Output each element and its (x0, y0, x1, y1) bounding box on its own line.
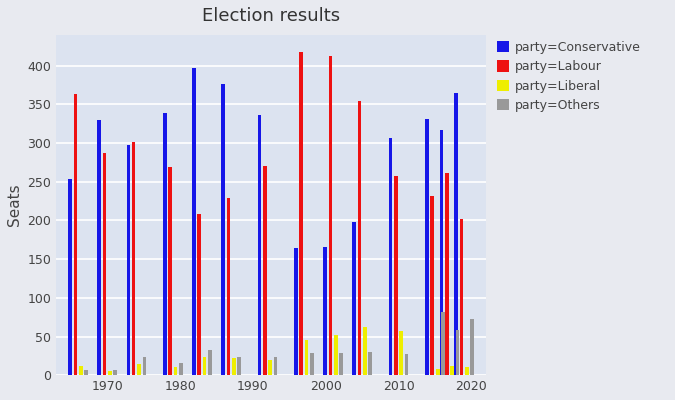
Bar (258, 115, 261, 375)
Bar (470, 320, 474, 375)
Bar (454, 93, 458, 375)
Bar (221, 84, 225, 375)
Bar (329, 56, 332, 375)
Y-axis label: Seats: Seats (7, 184, 22, 226)
Bar (74, 94, 77, 375)
Bar (465, 367, 468, 375)
Bar (439, 130, 443, 375)
Bar (369, 352, 372, 375)
Bar (103, 153, 107, 375)
Bar (163, 113, 167, 375)
Bar (84, 370, 88, 375)
Bar (97, 120, 101, 375)
Bar (173, 367, 178, 375)
Bar (445, 172, 449, 375)
Legend: party=Conservative, party=Labour, party=Liberal, party=Others: party=Conservative, party=Labour, party=… (497, 41, 641, 112)
Bar (425, 119, 429, 375)
Bar (456, 330, 460, 375)
Bar (389, 138, 392, 375)
Bar (323, 247, 327, 375)
Bar (340, 353, 343, 375)
Bar (263, 166, 267, 375)
Bar (394, 176, 398, 375)
Bar (310, 353, 314, 375)
Bar (202, 358, 207, 375)
Bar (197, 214, 201, 375)
Bar (352, 222, 356, 375)
Bar (208, 350, 212, 375)
Bar (363, 327, 367, 375)
Bar (126, 146, 130, 375)
Bar (168, 167, 172, 375)
Bar (108, 370, 112, 375)
Bar (436, 369, 439, 375)
Bar (405, 354, 408, 375)
Bar (227, 198, 230, 375)
Bar (237, 358, 241, 375)
Bar (300, 52, 303, 375)
Bar (294, 248, 298, 375)
Bar (192, 68, 196, 375)
Bar (305, 340, 308, 375)
Bar (358, 100, 361, 375)
Bar (431, 196, 434, 375)
Bar (179, 363, 183, 375)
Bar (79, 366, 82, 375)
Title: Election results: Election results (202, 7, 340, 25)
Bar (400, 331, 403, 375)
Bar (450, 366, 454, 375)
Bar (113, 370, 117, 375)
Bar (142, 358, 146, 375)
Bar (273, 357, 277, 375)
Bar (334, 335, 338, 375)
Bar (441, 312, 445, 375)
Bar (132, 142, 136, 375)
Bar (68, 180, 72, 375)
Bar (460, 219, 463, 375)
Bar (232, 358, 236, 375)
Bar (137, 364, 141, 375)
Bar (269, 360, 272, 375)
